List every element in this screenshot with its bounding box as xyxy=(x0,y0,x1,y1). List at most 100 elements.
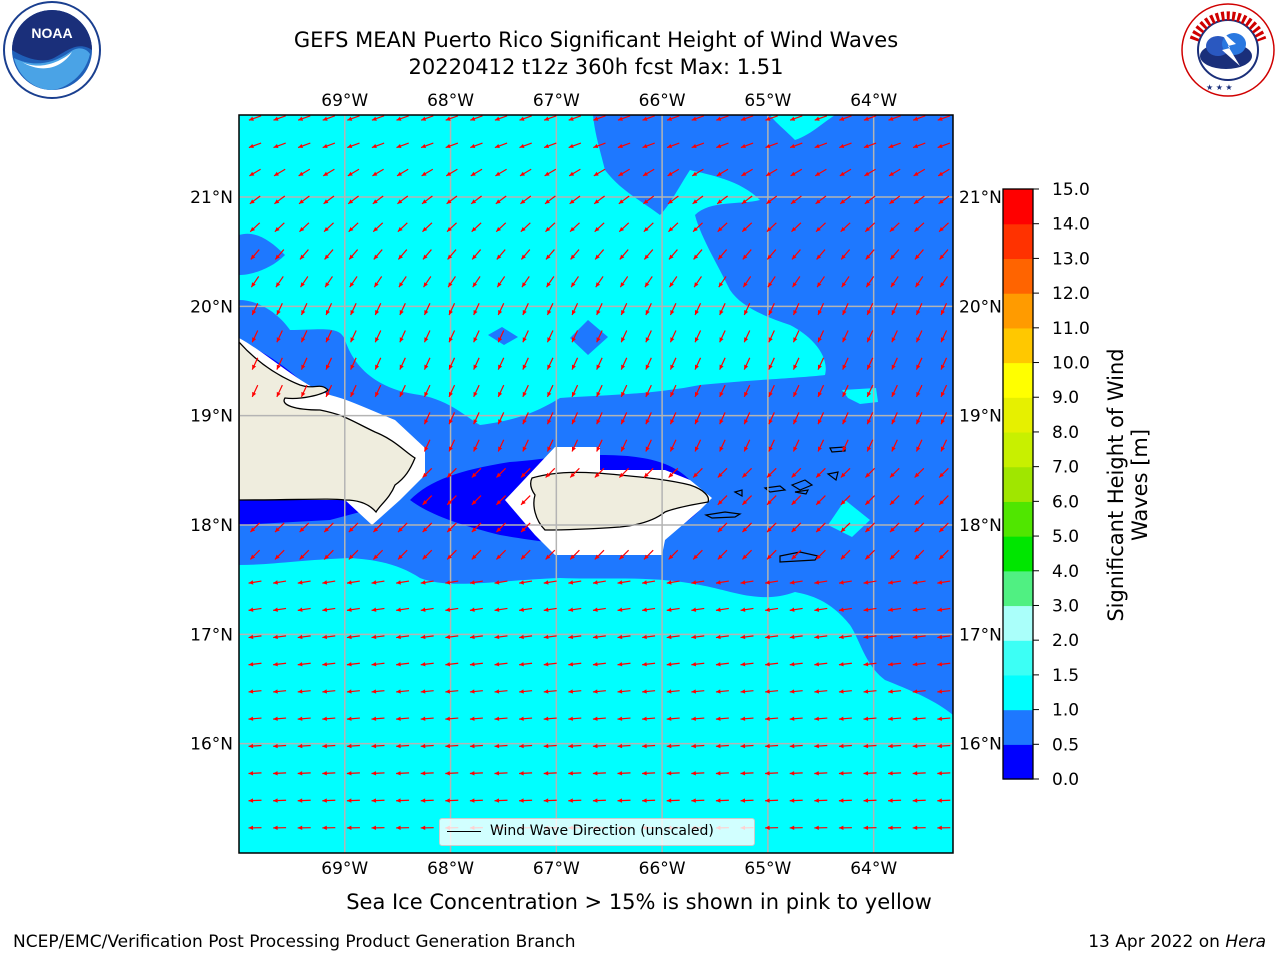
wave-direction-arrowhead xyxy=(399,309,404,315)
wave-direction-arrowhead xyxy=(273,716,278,721)
wave-direction-arrowhead xyxy=(571,391,576,397)
wave-direction-arrowhead xyxy=(939,554,944,560)
longitude-tick-label: 68°W xyxy=(427,859,474,879)
wave-direction-arrowhead xyxy=(543,743,549,749)
wave-direction-arrowhead xyxy=(375,391,380,397)
svg-text:★ ★ ★: ★ ★ ★ xyxy=(1206,83,1233,92)
wave-direction-arrowhead xyxy=(322,634,328,640)
wave-direction-arrowhead xyxy=(839,143,845,149)
colorbar-segment xyxy=(1003,397,1033,433)
wave-direction-arrowhead xyxy=(445,116,451,121)
colorbar-segment xyxy=(1003,501,1033,537)
wave-direction-arrowhead xyxy=(569,199,575,204)
wave-direction-arrowhead xyxy=(420,825,426,831)
wave-direction-arrowhead xyxy=(248,743,254,749)
wave-direction-arrowhead xyxy=(371,743,377,749)
wave-direction-arrowhead xyxy=(471,199,477,204)
wave-direction-arrowhead xyxy=(765,689,770,694)
wave-direction-arrowhead xyxy=(767,500,772,505)
wave-direction-arrowhead xyxy=(250,254,256,260)
wave-direction-arrowhead xyxy=(347,143,353,149)
wave-direction-arrowhead xyxy=(740,662,746,667)
wave-direction-arrowhead xyxy=(889,199,895,204)
wave-direction-arrowhead xyxy=(373,226,379,232)
wave-direction-arrowhead xyxy=(522,446,527,452)
wave-direction-arrowhead xyxy=(397,226,403,232)
wave-direction-arrowhead xyxy=(840,199,846,204)
wave-direction-arrowhead xyxy=(273,798,278,803)
wave-direction-arrowhead xyxy=(766,226,772,232)
wave-direction-arrowhead xyxy=(642,743,647,749)
wave-direction-arrowhead xyxy=(888,662,893,667)
wave-direction-arrowhead xyxy=(667,116,673,121)
wave-direction-arrowhead xyxy=(424,419,429,425)
wave-direction-arrowhead xyxy=(571,337,576,343)
wave-direction-arrowhead xyxy=(545,254,551,260)
wave-direction-arrowhead xyxy=(420,771,426,776)
wave-direction-arrowhead xyxy=(471,226,477,232)
wave-direction-arrowhead xyxy=(248,771,254,776)
wave-direction-arrowhead xyxy=(346,716,352,721)
wave-direction-arrowhead xyxy=(494,771,500,776)
wave-direction-arrowhead xyxy=(297,743,303,749)
wave-direction-arrowhead xyxy=(644,472,649,478)
wave-direction-arrowhead xyxy=(644,282,650,288)
wave-direction-arrowhead xyxy=(669,282,674,288)
wave-direction-arrowhead xyxy=(645,309,650,315)
wave-direction-arrowhead xyxy=(694,337,699,343)
wave-direction-arrowhead xyxy=(938,171,944,176)
wave-direction-arrowhead xyxy=(420,580,426,585)
wave-direction-arrowhead xyxy=(498,337,503,343)
colorbar-segment xyxy=(1003,536,1033,572)
wave-direction-arrowhead xyxy=(814,634,820,640)
wave-direction-arrowhead xyxy=(816,527,821,533)
wave-direction-arrowhead xyxy=(939,527,944,533)
wave-direction-arrowhead xyxy=(814,662,820,667)
wave-direction-arrowhead xyxy=(445,716,450,721)
colorbar-tick-label: 0.5 xyxy=(1052,735,1079,755)
wave-direction-arrowhead xyxy=(791,500,797,505)
wave-direction-arrowhead xyxy=(546,282,551,288)
colorbar-tick-label: 13.0 xyxy=(1052,249,1090,269)
wave-direction-arrowhead xyxy=(519,580,524,585)
wave-direction-arrowhead xyxy=(322,771,327,776)
latitude-tick-label: 20°N xyxy=(959,297,1002,317)
wave-direction-arrowhead xyxy=(888,580,893,585)
wave-direction-arrowhead xyxy=(543,634,549,640)
wave-direction-arrowhead xyxy=(494,689,500,694)
wave-direction-arrowhead xyxy=(448,364,453,370)
wave-direction-arrowhead xyxy=(840,472,846,478)
wave-direction-arrowhead xyxy=(863,798,869,803)
wave-direction-arrowhead xyxy=(322,607,328,612)
wave-direction-arrowhead xyxy=(840,500,846,505)
wave-direction-arrowhead xyxy=(717,199,723,204)
wave-direction-arrowhead xyxy=(915,282,920,288)
wave-direction-arrowhead xyxy=(839,116,845,121)
wave-direction-arrowhead xyxy=(715,743,721,749)
colorbar-segment xyxy=(1003,327,1033,364)
wave-direction-arrowhead xyxy=(937,143,943,149)
wave-direction-arrowhead xyxy=(543,662,549,667)
wave-direction-arrowhead xyxy=(447,226,452,232)
colorbar-segment xyxy=(1003,570,1033,607)
wave-direction-arrowhead xyxy=(497,282,502,288)
wave-direction-arrowhead xyxy=(423,282,428,288)
wave-direction-arrowhead xyxy=(519,143,525,149)
wave-direction-arrowhead xyxy=(863,607,869,612)
wave-direction-arrowhead xyxy=(273,143,279,149)
wave-direction-arrowhead xyxy=(568,771,573,776)
wave-direction-arrowhead xyxy=(346,662,352,667)
wave-direction-arrowhead xyxy=(445,607,451,612)
wave-direction-arrowhead xyxy=(298,143,304,149)
map-plot-area xyxy=(239,115,953,853)
wave-direction-arrowhead xyxy=(863,689,869,694)
wave-direction-arrowhead xyxy=(891,419,896,425)
wave-direction-arrowhead xyxy=(371,634,377,640)
wave-direction-arrowhead xyxy=(691,116,697,121)
wave-direction-arrowhead xyxy=(914,199,919,204)
wave-direction-arrowhead xyxy=(248,689,254,694)
wave-direction-arrowhead xyxy=(596,446,601,452)
wave-direction-arrowhead xyxy=(519,607,524,612)
wave-direction-arrowhead xyxy=(519,743,524,749)
wave-direction-arrowhead xyxy=(396,116,402,121)
